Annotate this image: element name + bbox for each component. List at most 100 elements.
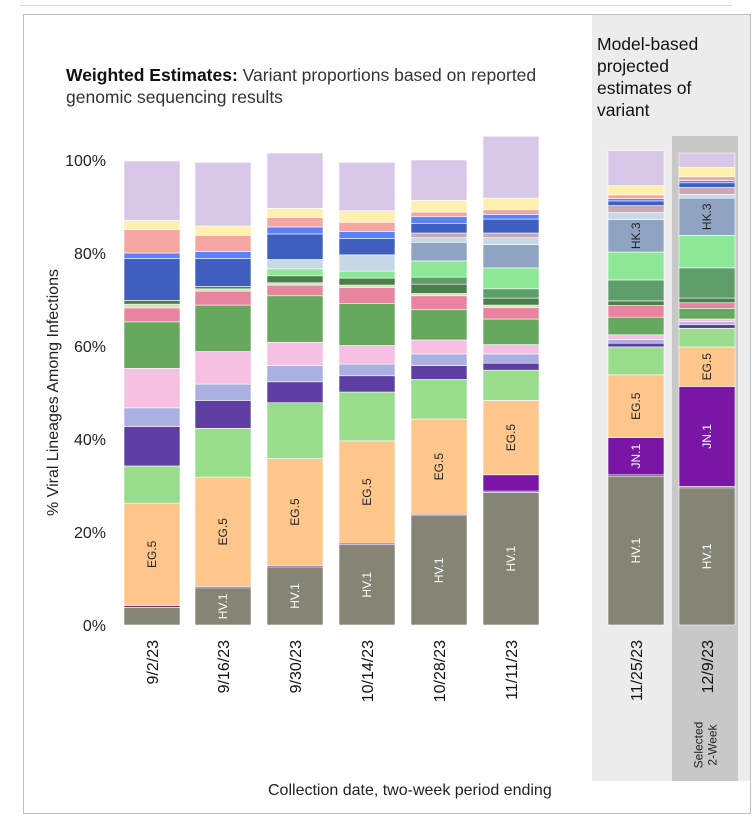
bar-segment-lineage-q-12-9-23 — [678, 180, 736, 184]
bar-segment-lineage-h-9-2-23 — [123, 321, 181, 369]
bar-segment-lineage-p-10-28-23 — [410, 223, 468, 234]
bar-segment-lineage-r-11-11-23 — [482, 209, 540, 215]
bar-segment-lineage-r-10-28-23 — [410, 211, 468, 218]
bar-segment-lineage-p-9-30-23 — [266, 233, 324, 260]
bar-segment-hv-1-10-14-23 — [338, 544, 396, 626]
bar-segment-other-lineages-10-14-23 — [338, 162, 396, 211]
x-tick-label-9-16-23: 9/16/23 — [216, 640, 233, 693]
bar-segment-lineage-h-12-9-23 — [678, 308, 736, 320]
bar-segment-eg-5-10-14-23 — [338, 440, 396, 544]
segment-label-eg-5-12-9-23: EG.5 — [700, 353, 714, 381]
bar-segment-hv-1-11-11-23 — [482, 492, 540, 626]
bar-segment-lineage-i-11-11-23 — [482, 307, 540, 320]
bar-segment-lineage-r-10-14-23 — [338, 222, 396, 232]
bar-segment-lineage-l-11-11-23 — [482, 288, 540, 299]
bar-segment-eg-5-10-28-23 — [410, 418, 468, 515]
bar-segment-lineage-e-9-16-23 — [194, 400, 252, 429]
bar-segment-lineage-q-11-25-23 — [607, 198, 665, 202]
bar-segment-lineage-i-10-14-23 — [338, 287, 396, 304]
bar-segment-eg-5-11-11-23 — [482, 400, 540, 476]
bar-segment-lineage-d-11-11-23 — [482, 369, 540, 401]
y-axis-title: % Viral Lineages Among Infections — [45, 269, 62, 516]
bar-segment-lineage-o-11-25-23 — [607, 205, 665, 213]
segment-label-eg-5-9-30-23: EG.5 — [288, 498, 302, 526]
bar-segment-lineage-j-11-11-23 — [482, 304, 540, 308]
bar-segment-lineage-q-10-28-23 — [410, 216, 468, 225]
x-axis-title: Collection date, two-week period ending — [268, 782, 552, 799]
bar-segment-hv-1-9-30-23 — [266, 566, 324, 626]
bar-segment-lineage-d-9-16-23 — [194, 428, 252, 478]
bar-segment-lineage-g-11-11-23 — [482, 344, 540, 355]
bar-segment-jn-1-12-9-23 — [678, 386, 736, 487]
bar-segment-lineage-i-9-30-23 — [266, 284, 324, 297]
bar-segment-lineage-g-9-30-23 — [266, 341, 324, 366]
bar-segment-lineage-k-9-16-23 — [194, 286, 252, 290]
bar-segment-lineage-q-9-30-23 — [266, 226, 324, 235]
bar-segment-lineage-j-10-14-23 — [338, 284, 396, 288]
bar-segment-lineage-k-12-9-23 — [678, 297, 736, 304]
y-tick-label-40: 40% — [74, 432, 106, 449]
bar-segment-lineage-s-10-14-23 — [338, 210, 396, 223]
bar-segment-lineage-j-9-30-23 — [266, 282, 324, 286]
bar-segment-lineage-g-9-2-23 — [123, 368, 181, 409]
bar-segment-lineage-q-9-16-23 — [194, 251, 252, 259]
bar-segment-lineage-s-9-30-23 — [266, 208, 324, 218]
bar-segment-hv-1-11-25-23 — [607, 475, 665, 626]
bar-segment-lineage-m-10-28-23 — [410, 260, 468, 278]
bar-segment-lineage-g-10-14-23 — [338, 345, 396, 365]
figure-frame — [23, 14, 751, 814]
bar-segment-lineage-f-10-14-23 — [338, 363, 396, 377]
bar-segment-lineage-f-11-25-23 — [607, 339, 665, 344]
bar-segment-lineage-e-10-28-23 — [410, 365, 468, 380]
segment-label-hv-1-10-28-23: HV.1 — [432, 557, 446, 583]
bar-segment-lineage-r-9-30-23 — [266, 217, 324, 228]
bar-segment-lineage-m-12-9-23 — [678, 235, 736, 269]
segment-label-hv-1-12-9-23: HV.1 — [700, 543, 714, 569]
bar-segment-lineage-e-11-25-23 — [607, 342, 665, 348]
bar-segment-lineage-i-9-16-23 — [194, 290, 252, 306]
x-tick-label-11-25-23: 11/25/23 — [629, 640, 646, 701]
bar-segment-lineage-s-9-2-23 — [123, 220, 181, 231]
bar-segment-lineage-l-12-9-23 — [678, 267, 736, 299]
bar-segment-lineage-q-10-14-23 — [338, 231, 396, 239]
bar-segment-lineage-k-9-30-23 — [266, 275, 324, 284]
bar-segment-lineage-d-10-28-23 — [410, 379, 468, 420]
bar-segment-lineage-e-12-9-23 — [678, 324, 736, 329]
chart-title-rest: Variant proportions based on reported ge… — [66, 65, 537, 107]
bar-segment-other-lineages-10-28-23 — [410, 159, 468, 201]
bar-segment-lineage-i-10-28-23 — [410, 295, 468, 311]
bar-segment-eg-5-9-16-23 — [194, 476, 252, 587]
bar-segment-other-lineages-11-25-23 — [607, 150, 665, 186]
segment-label-hk-3-11-25-23: HK.3 — [629, 222, 643, 249]
bar-segment-lineage-e-11-11-23 — [482, 362, 540, 371]
segment-label-eg-5-9-2-23: EG.5 — [145, 540, 159, 568]
segment-label-jn-1-11-25-23: JN.1 — [629, 444, 643, 469]
segment-label-hv-1-9-30-23: HV.1 — [288, 583, 302, 609]
bar-segment-lineage-s-11-11-23 — [482, 197, 540, 211]
bar-segment-lineage-r-9-16-23 — [194, 235, 252, 252]
selected-2-week-text: Selected 2-Week — [690, 721, 719, 769]
x-tick-label-12-9-23: 12/9/23 — [700, 640, 717, 693]
bar-segment-lineage-m-10-14-23 — [338, 270, 396, 279]
bar-segment-other-lineages-9-2-23 — [123, 160, 181, 221]
bar-segment-lineage-o-12-9-23 — [678, 187, 736, 195]
bar-segment-lineage-p-11-11-23 — [482, 218, 540, 234]
bar-segment-lineage-s-9-16-23 — [194, 225, 252, 236]
y-tick-label-20: 20% — [74, 525, 106, 542]
bar-segment-lineage-j-9-2-23 — [123, 303, 181, 309]
bar-segment-lineage-s-11-25-23 — [607, 185, 665, 196]
bar-segment-lineage-g-12-9-23 — [678, 318, 736, 323]
selected-2-week-label: Selected 2-Week — [672, 710, 738, 780]
bar-segment-lineage-m-11-25-23 — [607, 251, 665, 281]
segment-label-jn-1-12-9-23: JN.1 — [700, 424, 714, 449]
x-tick-label-11-11-23: 11/11/23 — [504, 640, 521, 700]
segment-label-eg-5-10-28-23: EG.5 — [432, 453, 446, 481]
y-tick-label-0: 0% — [83, 618, 106, 635]
bar-segment-lineage-n-10-14-23 — [338, 254, 396, 272]
bar-segment-lineage-n-11-11-23 — [482, 237, 540, 245]
bar-segment-lineage-p-10-14-23 — [338, 238, 396, 256]
bar-segment-lineage-e-9-2-23 — [123, 426, 181, 467]
segment-label-hv-1-11-11-23: HV.1 — [504, 546, 518, 572]
segment-label-eg-5-11-25-23: EG.5 — [629, 392, 643, 420]
